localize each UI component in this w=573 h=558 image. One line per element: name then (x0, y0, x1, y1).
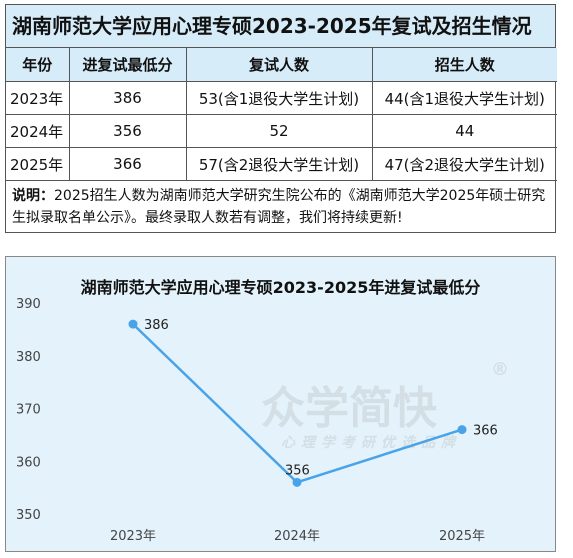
data-point (292, 477, 302, 487)
cell-admit-count: 47(含2退役大学生计划) (372, 147, 557, 181)
table-row: 2024年 356 52 44 (6, 114, 557, 148)
watermark-registered: ® (491, 359, 509, 380)
note-label: 说明： (12, 188, 54, 204)
header-admit-count: 招生人数 (372, 48, 557, 82)
chart-plot: 350 360 370 380 390 2023年 2024年 2025年 386 356 366 (16, 297, 498, 544)
header-row: 年份 进复试最低分 复试人数 招生人数 (6, 48, 557, 82)
cell-retest-count: 53(含1退役大学生计划) (186, 81, 373, 115)
data-label: 356 (285, 463, 310, 478)
data-point (128, 319, 138, 329)
table-row: 2023年 386 53(含1退役大学生计划) 44(含1退役大学生计划) (6, 81, 557, 115)
y-tick-label: 390 (16, 297, 41, 312)
note: 说明：2025招生人数为湖南师范大学研究生院公布的《湖南师范大学2025年硕士研… (6, 181, 555, 232)
note-text: 2025招生人数为湖南师范大学研究生院公布的《湖南师范大学2025年硕士研究生拟… (12, 188, 546, 226)
score-table: 湖南师范大学应用心理专硕2023-2025年复试及招生情况 年份 进复试最低分 … (5, 4, 557, 233)
table-row: 2025年 366 57(含2退役大学生计划) 47(含2退役大学生计划) (6, 147, 557, 181)
cell-min-score: 356 (69, 114, 187, 148)
cell-min-score: 386 (69, 81, 187, 115)
y-tick-label: 370 (16, 403, 41, 418)
line-chart: 众学简快 ® 心理学考研优选品牌 湖南师范大学应用心理专硕2023-2025年进… (5, 256, 556, 552)
watermark-brand: 众学简快 (261, 383, 437, 434)
cell-min-score: 366 (69, 147, 187, 181)
data-table: 年份 进复试最低分 复试人数 招生人数 2023年 386 53(含1退役大学生… (6, 48, 557, 181)
x-tick-label: 2024年 (274, 529, 320, 544)
y-tick-label: 360 (16, 455, 41, 470)
cell-retest-count: 52 (186, 114, 373, 148)
header-min-score: 进复试最低分 (69, 48, 187, 82)
cell-retest-count: 57(含2退役大学生计划) (186, 147, 373, 181)
cell-year: 2025年 (6, 147, 70, 181)
cell-admit-count: 44(含1退役大学生计划) (372, 81, 557, 115)
x-tick-label: 2025年 (439, 529, 485, 544)
header-year: 年份 (6, 48, 70, 82)
cell-admit-count: 44 (372, 114, 557, 148)
data-label: 366 (473, 424, 498, 439)
chart-title: 湖南师范大学应用心理专硕2023-2025年进复试最低分 (80, 278, 481, 297)
cell-year: 2023年 (6, 81, 70, 115)
series-line (132, 323, 463, 484)
cell-year: 2024年 (6, 114, 70, 148)
table-title: 湖南师范大学应用心理专硕2023-2025年复试及招生情况 (6, 5, 555, 48)
data-point (457, 425, 467, 435)
header-retest-count: 复试人数 (186, 48, 373, 82)
y-tick-label: 350 (16, 508, 41, 523)
y-tick-label: 380 (16, 350, 41, 365)
data-label: 386 (144, 318, 169, 333)
x-tick-label: 2023年 (110, 529, 156, 544)
